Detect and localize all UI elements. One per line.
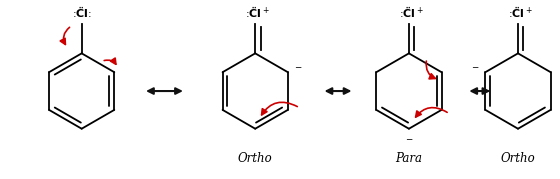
Text: $^-$: $^-$ — [293, 64, 303, 77]
Text: Ortho: Ortho — [238, 152, 273, 165]
Text: Ortho: Ortho — [501, 152, 535, 165]
Text: $^-$: $^-$ — [404, 136, 414, 149]
Text: $^-$: $^-$ — [470, 64, 480, 77]
Text: :$\mathbf{\ddot{C}l}$$^+$: :$\mathbf{\ddot{C}l}$$^+$ — [245, 5, 270, 20]
Text: Para: Para — [395, 152, 422, 165]
Text: :$\mathbf{\ddot{C}l}$:: :$\mathbf{\ddot{C}l}$: — [72, 5, 92, 20]
Text: :$\mathbf{\ddot{C}l}$$^+$: :$\mathbf{\ddot{C}l}$$^+$ — [399, 5, 424, 20]
Text: :$\mathbf{\ddot{C}l}$$^+$: :$\mathbf{\ddot{C}l}$$^+$ — [508, 5, 533, 20]
